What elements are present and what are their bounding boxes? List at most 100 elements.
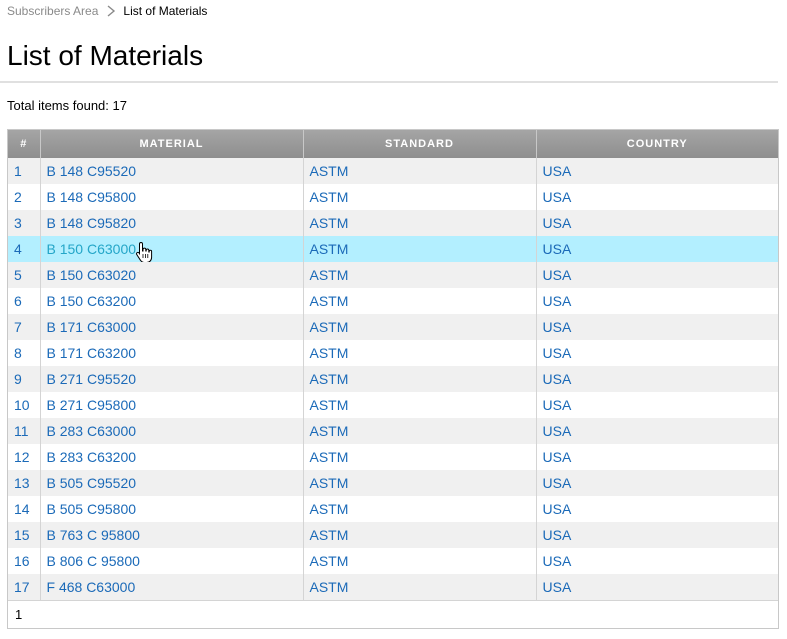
material-link[interactable]: B 283 C63000 bbox=[40, 418, 304, 444]
country-link[interactable]: USA bbox=[536, 236, 778, 262]
row-number-link[interactable]: 10 bbox=[8, 392, 41, 418]
material-link[interactable]: B 150 C63000 bbox=[40, 236, 304, 263]
row-number-link[interactable]: 1 bbox=[8, 158, 41, 184]
row-number-link[interactable]: 5 bbox=[8, 262, 41, 288]
standard-link[interactable]: ASTM bbox=[303, 158, 537, 184]
standard-link[interactable]: ASTM bbox=[303, 522, 537, 548]
country-link[interactable]: USA bbox=[536, 470, 778, 496]
breadcrumb-link-subscribers-area[interactable]: Subscribers Area bbox=[7, 4, 99, 18]
standard-link[interactable]: ASTM bbox=[303, 548, 537, 574]
row-number-link[interactable]: 13 bbox=[8, 470, 41, 496]
standard-link[interactable]: ASTM bbox=[303, 418, 537, 444]
row-number-link[interactable]: 11 bbox=[8, 418, 41, 444]
material-link[interactable]: B 171 C63200 bbox=[40, 340, 304, 366]
country-link[interactable]: USA bbox=[536, 262, 778, 288]
table-row[interactable]: 17 F 468 C63000 ASTM USA bbox=[8, 574, 778, 600]
column-header-country[interactable]: COUNTRY bbox=[536, 130, 778, 158]
country-link[interactable]: USA bbox=[536, 210, 778, 236]
breadcrumb: Subscribers Area List of Materials bbox=[7, 4, 207, 18]
column-header-material[interactable]: MATERIAL bbox=[40, 130, 304, 158]
hand-cursor-icon bbox=[135, 241, 152, 263]
country-link[interactable]: USA bbox=[536, 366, 778, 392]
standard-link[interactable]: ASTM bbox=[303, 288, 537, 314]
table-row[interactable]: 11 B 283 C63000 ASTM USA bbox=[8, 418, 778, 444]
material-link[interactable]: B 806 C 95800 bbox=[40, 548, 304, 574]
country-link[interactable]: USA bbox=[536, 314, 778, 340]
material-link[interactable]: B 271 C95800 bbox=[40, 392, 304, 418]
row-number-link[interactable]: 7 bbox=[8, 314, 41, 340]
row-number-link[interactable]: 14 bbox=[8, 496, 41, 522]
row-number-link[interactable]: 8 bbox=[8, 340, 41, 366]
material-link[interactable]: B 505 C95800 bbox=[40, 496, 304, 522]
column-header-number[interactable]: # bbox=[8, 130, 41, 158]
table-row[interactable]: 15 B 763 C 95800 ASTM USA bbox=[8, 522, 778, 548]
row-number-link[interactable]: 6 bbox=[8, 288, 41, 314]
table-row[interactable]: 13 B 505 C95520 ASTM USA bbox=[8, 470, 778, 496]
row-number-link[interactable]: 16 bbox=[8, 548, 41, 574]
title-divider bbox=[0, 81, 778, 83]
country-link[interactable]: USA bbox=[536, 392, 778, 418]
material-link[interactable]: B 148 C95820 bbox=[40, 210, 304, 236]
row-number-link[interactable]: 9 bbox=[8, 366, 41, 392]
country-link[interactable]: USA bbox=[536, 340, 778, 366]
standard-link[interactable]: ASTM bbox=[303, 470, 537, 496]
standard-link[interactable]: ASTM bbox=[303, 314, 537, 340]
pagination: 1 bbox=[8, 600, 778, 628]
material-link[interactable]: B 505 C95520 bbox=[40, 470, 304, 496]
chevron-right-icon bbox=[107, 5, 116, 17]
standard-link[interactable]: ASTM bbox=[303, 236, 537, 262]
country-link[interactable]: USA bbox=[536, 184, 778, 210]
standard-link[interactable]: ASTM bbox=[303, 262, 537, 288]
material-link[interactable]: F 468 C63000 bbox=[40, 574, 304, 600]
row-number-link[interactable]: 2 bbox=[8, 184, 41, 210]
standard-link[interactable]: ASTM bbox=[303, 210, 537, 236]
row-number-link[interactable]: 15 bbox=[8, 522, 41, 548]
standard-link[interactable]: ASTM bbox=[303, 496, 537, 522]
table-row[interactable]: 16 B 806 C 95800 ASTM USA bbox=[8, 548, 778, 574]
country-link[interactable]: USA bbox=[536, 444, 778, 470]
material-link[interactable]: B 148 C95800 bbox=[40, 184, 304, 210]
country-link[interactable]: USA bbox=[536, 288, 778, 314]
table-header-row: # MATERIAL STANDARD COUNTRY bbox=[8, 130, 778, 158]
table-row[interactable]: 12 B 283 C63200 ASTM USA bbox=[8, 444, 778, 470]
table-row[interactable]: 4 B 150 C63000 ASTM USA bbox=[8, 236, 778, 263]
material-link[interactable]: B 171 C63000 bbox=[40, 314, 304, 340]
standard-link[interactable]: ASTM bbox=[303, 366, 537, 392]
table-row[interactable]: 14 B 505 C95800 ASTM USA bbox=[8, 496, 778, 522]
country-link[interactable]: USA bbox=[536, 418, 778, 444]
country-link[interactable]: USA bbox=[536, 548, 778, 574]
standard-link[interactable]: ASTM bbox=[303, 444, 537, 470]
material-link[interactable]: B 150 C63200 bbox=[40, 288, 304, 314]
row-number-link[interactable]: 3 bbox=[8, 210, 41, 236]
row-number-link[interactable]: 4 bbox=[8, 236, 41, 262]
page-title: List of Materials bbox=[7, 40, 204, 71]
material-link[interactable]: B 283 C63200 bbox=[40, 444, 304, 470]
standard-link[interactable]: ASTM bbox=[303, 340, 537, 366]
material-link[interactable]: B 763 C 95800 bbox=[40, 522, 304, 548]
row-number-link[interactable]: 12 bbox=[8, 444, 41, 470]
country-link[interactable]: USA bbox=[536, 522, 778, 548]
country-link[interactable]: USA bbox=[536, 574, 778, 600]
standard-link[interactable]: ASTM bbox=[303, 392, 537, 418]
page-number-current[interactable]: 1 bbox=[15, 607, 23, 622]
material-link[interactable]: B 148 C95520 bbox=[40, 158, 304, 184]
material-link[interactable]: B 271 C95520 bbox=[40, 366, 304, 392]
table-row[interactable]: 10 B 271 C95800 ASTM USA bbox=[8, 392, 778, 418]
standard-link[interactable]: ASTM bbox=[303, 574, 537, 600]
country-link[interactable]: USA bbox=[536, 158, 778, 184]
column-header-standard[interactable]: STANDARD bbox=[303, 130, 537, 158]
material-link[interactable]: B 150 C63020 bbox=[40, 262, 304, 288]
country-link[interactable]: USA bbox=[536, 496, 778, 522]
standard-link[interactable]: ASTM bbox=[303, 184, 537, 210]
material-link-text[interactable]: B 150 C63000 bbox=[46, 241, 137, 257]
row-number-link[interactable]: 17 bbox=[8, 574, 41, 600]
